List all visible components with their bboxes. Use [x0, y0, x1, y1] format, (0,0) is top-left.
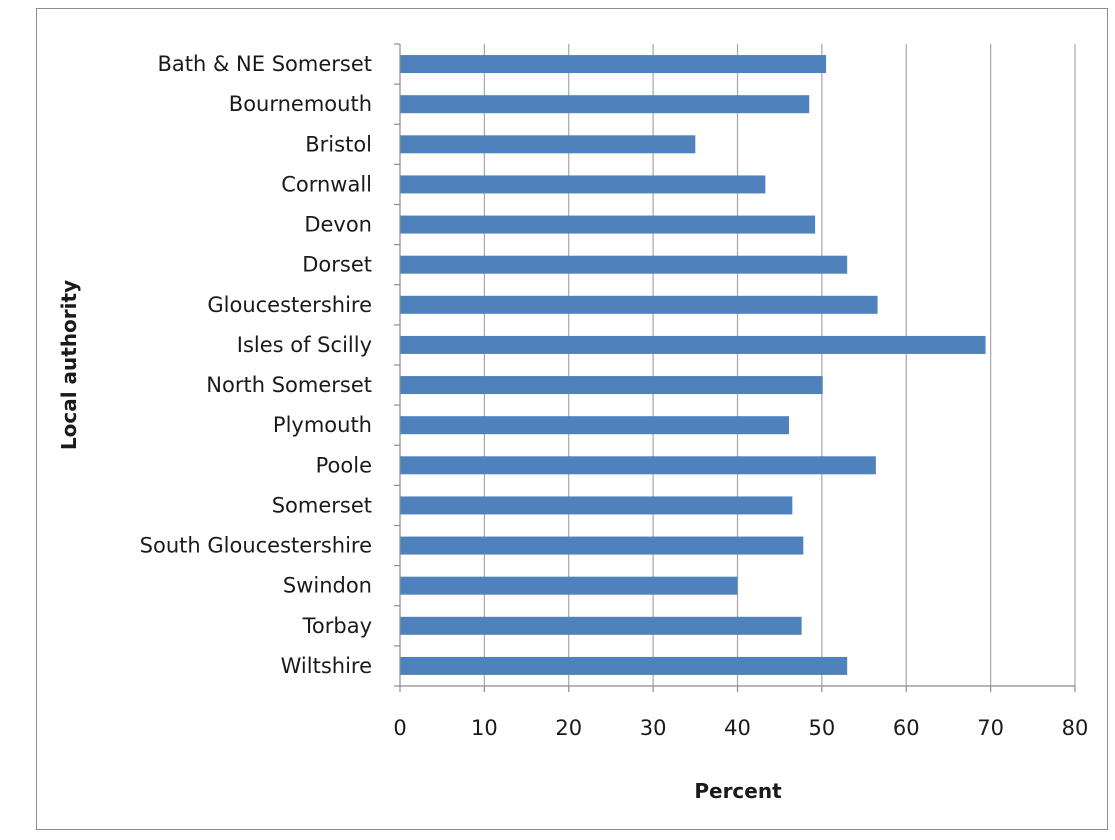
category-label: Cornwall [281, 172, 372, 196]
x-tick-label: 30 [640, 716, 667, 740]
bar [400, 175, 766, 194]
x-tick-label: 80 [1062, 716, 1089, 740]
bar [400, 55, 827, 74]
category-label: Wiltshire [281, 654, 372, 678]
category-label: Bath & NE Somerset [158, 52, 372, 76]
x-axis-title: Percent [694, 779, 782, 803]
x-tick-label: 50 [809, 716, 836, 740]
bar [400, 335, 986, 354]
category-label: Bristol [305, 132, 372, 156]
category-label: Gloucestershire [207, 293, 372, 317]
x-tick-label: 60 [893, 716, 920, 740]
x-tick-label: 70 [977, 716, 1004, 740]
bar [400, 536, 804, 555]
category-label: North Somerset [206, 373, 372, 397]
category-label: South Gloucestershire [140, 534, 372, 558]
category-labels: Bath & NE Somerset Bournemouth Bristol Corn… [140, 52, 372, 678]
category-label: Bournemouth [229, 92, 372, 116]
category-label: Devon [304, 213, 372, 237]
category-label: Isles of Scilly [237, 333, 372, 357]
bar [400, 135, 696, 154]
bar [400, 295, 878, 314]
bar [400, 376, 823, 395]
chart-frame [36, 8, 1108, 830]
category-label: Poole [316, 453, 372, 477]
bar [400, 576, 738, 595]
bar [400, 656, 848, 675]
bar [400, 616, 802, 635]
bars [400, 55, 986, 675]
category-label: Plymouth [273, 413, 372, 437]
x-tick-label: 0 [393, 716, 406, 740]
bar [400, 456, 876, 475]
bar [400, 255, 848, 274]
x-tick-label: 20 [555, 716, 582, 740]
bar [400, 215, 816, 234]
category-label: Swindon [283, 574, 372, 598]
bar [400, 416, 789, 435]
x-tick-labels: 0 10 20 30 40 50 60 70 80 [393, 716, 1088, 740]
category-label: Torbay [302, 614, 372, 638]
axes [394, 43, 1076, 692]
bar [400, 95, 810, 114]
category-label: Somerset [272, 493, 372, 517]
x-tick-label: 40 [724, 716, 751, 740]
y-axis-title: Local authority [57, 280, 81, 450]
x-tick-label: 10 [471, 716, 498, 740]
bar [400, 496, 793, 515]
category-label: Dorset [302, 253, 372, 277]
